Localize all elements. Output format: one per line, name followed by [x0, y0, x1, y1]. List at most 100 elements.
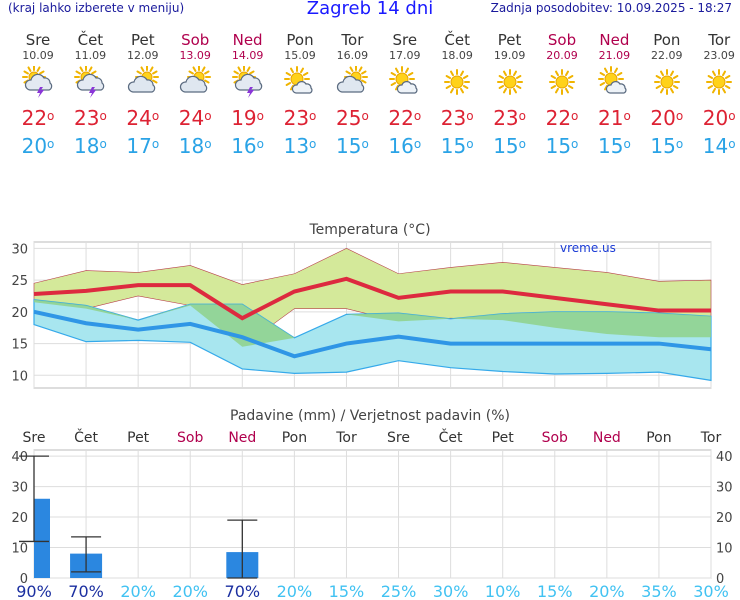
- precip-probability: 25%: [381, 582, 417, 600]
- precip-y-tick-left: 10: [11, 542, 28, 557]
- partly-cloudy-icon: [588, 66, 640, 98]
- precip-y-tick-left: 30: [11, 481, 28, 496]
- day-name: Pet: [497, 31, 522, 49]
- day-date: 14.09: [231, 49, 264, 62]
- day-date: 16.09: [336, 49, 369, 62]
- min-temp: 16o: [388, 134, 422, 158]
- sun-cloud-thunder-icon: [64, 66, 116, 98]
- precip-probability: 70%: [225, 582, 261, 600]
- day-date: 13.09: [179, 49, 211, 62]
- precip-probability: 35%: [641, 582, 677, 600]
- max-temp: 24o: [178, 106, 212, 130]
- precip-y-tick-right: 20: [716, 511, 733, 526]
- day-name: Pon: [653, 31, 681, 49]
- day-date: 12.09: [127, 49, 159, 62]
- max-temp: 22o: [388, 106, 422, 130]
- cloudy-sun-icon: [169, 66, 221, 98]
- min-temp: 15o: [493, 134, 526, 158]
- precip-chart-title: Padavine (mm) / Verjetnost padavin (%): [230, 408, 510, 424]
- max-temp: 20o: [650, 106, 684, 130]
- day-date: 20.09: [546, 49, 578, 62]
- day-column: Ned 21.09 21o 15o: [588, 32, 640, 172]
- day-column: Sob 20.09 22o 15o: [536, 32, 588, 172]
- day-date: 19.09: [493, 49, 526, 62]
- min-temp: 16o: [231, 134, 264, 158]
- sun-icon: [431, 66, 483, 98]
- precip-plot-area: [33, 449, 712, 579]
- day-date: 18.09: [441, 49, 473, 62]
- day-column: Tor 16.09 25o 15o: [326, 32, 378, 172]
- cloudy-sun-icon: [326, 66, 378, 98]
- day-date: 22.09: [651, 49, 683, 62]
- temp-y-tick: 10: [11, 369, 28, 384]
- daily-forecast: Sre 10.09 22o 20o Čet 11.09 23o 18o Pet 12.09 24o 1…: [12, 31, 736, 172]
- overlap-band: [34, 299, 711, 347]
- min-temp-line: [33, 309, 712, 359]
- max-temp-line: [33, 276, 711, 321]
- max-temp: 20o: [702, 106, 736, 130]
- max-temp: 22o: [545, 106, 579, 130]
- day-name: Pet: [130, 31, 155, 49]
- min-temp: 20o: [21, 134, 55, 158]
- day-column: Čet 18.09 23o 15o: [431, 32, 483, 172]
- precip-probability: 20%: [277, 582, 313, 600]
- precip-day-label: Čet: [439, 428, 463, 446]
- precip-probability: 30%: [693, 582, 729, 600]
- max-temp: 23o: [440, 106, 474, 130]
- day-column: Sre 17.09 22o 16o: [379, 32, 431, 172]
- precip-y-tick-right: 40: [716, 450, 733, 465]
- precip-day-label: Ned: [228, 430, 256, 446]
- temp-y-tick: 25: [11, 274, 28, 289]
- min-temp: 15o: [440, 134, 474, 158]
- min-temp: 18o: [73, 134, 107, 158]
- partly-cloudy-icon: [379, 66, 431, 98]
- max-temp: 23o: [73, 106, 107, 130]
- day-date: 11.09: [74, 49, 107, 62]
- sun-icon: [693, 66, 740, 98]
- day-name: Sre: [392, 31, 418, 49]
- max-temp: 19o: [231, 106, 264, 130]
- day-column: Sob 13.09 24o 18o: [169, 32, 221, 172]
- precip-day-label: Čet: [74, 428, 98, 446]
- precip-day-label: Sob: [542, 430, 568, 446]
- day-date: 10.09: [22, 49, 54, 62]
- precip-y-tick-left: 40: [11, 450, 28, 465]
- max-temp: 23o: [493, 106, 526, 130]
- charts: 10 15 20 25 30 Temperatura (°C) vreme.us Padavi…: [11, 222, 733, 600]
- day-date: 21.09: [598, 49, 631, 62]
- precip-bar: [34, 498, 50, 578]
- sun-icon: [641, 66, 693, 98]
- precip-y-tick-left: 20: [11, 511, 28, 526]
- precip-day-label: Tor: [700, 430, 722, 446]
- precip-probability: 20%: [589, 582, 625, 600]
- min-temp: 18o: [178, 134, 212, 158]
- min-temp: 15o: [335, 134, 369, 158]
- day-column: Pon 22.09 20o 15o: [641, 32, 693, 172]
- day-column: Čet 11.09 23o 18o: [64, 32, 116, 172]
- day-name: Sob: [181, 31, 210, 49]
- precip-day-label: Pon: [646, 430, 671, 446]
- top-bar: (kraj lahko izberete v meniju) Zagreb 14…: [0, 0, 740, 20]
- menu-hint: (kraj lahko izberete v meniju): [8, 1, 185, 15]
- day-name: Ned: [232, 31, 263, 49]
- precip-y-tick-left: 0: [20, 572, 28, 587]
- precip-probability: 15%: [329, 582, 365, 600]
- max-temp: 23o: [283, 106, 317, 130]
- day-date: 23.09: [703, 49, 735, 62]
- precip-y-tick-right: 0: [716, 572, 724, 587]
- day-name: Sre: [25, 31, 51, 49]
- sun-cloud-thunder-icon: [12, 66, 64, 98]
- max-temp: 24o: [126, 106, 160, 130]
- precip-y-tick-right: 30: [716, 481, 733, 496]
- precip-y-tick-right: 10: [716, 542, 733, 557]
- max-temp: 22o: [21, 106, 55, 130]
- precip-day-label: Sob: [177, 430, 203, 446]
- precip-day-label: Pet: [492, 430, 515, 446]
- day-name: Tor: [708, 31, 731, 49]
- precip-day-label: Tor: [335, 430, 357, 446]
- precip-day-label: Pon: [282, 430, 307, 446]
- temp-y-tick: 20: [11, 306, 28, 321]
- day-column: Sre 10.09 22o 20o: [12, 32, 64, 172]
- min-temp: 15o: [650, 134, 684, 158]
- temp-y-tick: 15: [11, 338, 28, 353]
